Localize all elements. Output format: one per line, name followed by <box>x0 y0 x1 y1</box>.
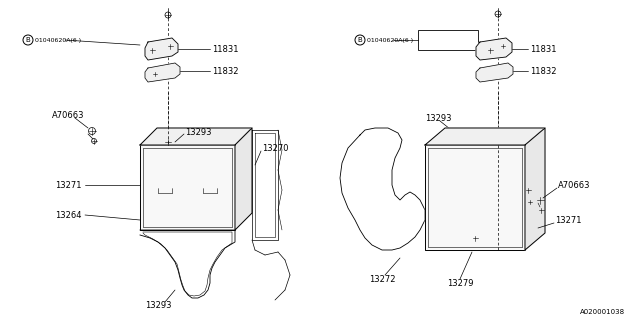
Polygon shape <box>145 63 180 82</box>
Text: 13293: 13293 <box>145 301 172 310</box>
Text: B: B <box>26 37 30 43</box>
Text: A70663: A70663 <box>558 180 591 189</box>
Text: B: B <box>358 37 362 43</box>
Text: 11831: 11831 <box>530 44 557 53</box>
Bar <box>157 138 179 146</box>
Text: 01040620A(6 ): 01040620A(6 ) <box>35 37 81 43</box>
Polygon shape <box>476 38 512 60</box>
Text: A020001038: A020001038 <box>580 309 625 315</box>
Text: 13293: 13293 <box>185 127 211 137</box>
Polygon shape <box>425 145 525 250</box>
Bar <box>418 30 478 50</box>
Text: 13271: 13271 <box>55 180 81 189</box>
Text: 13271: 13271 <box>555 215 582 225</box>
Text: 13293: 13293 <box>425 114 451 123</box>
Polygon shape <box>145 38 178 60</box>
Polygon shape <box>525 128 545 250</box>
Text: 01040620A(6 ): 01040620A(6 ) <box>367 37 413 43</box>
Text: 13272: 13272 <box>369 276 396 284</box>
Bar <box>438 175 470 213</box>
Bar <box>460 232 490 244</box>
Text: 13270: 13270 <box>262 143 289 153</box>
Text: 11832: 11832 <box>212 67 239 76</box>
Text: 11832: 11832 <box>530 67 557 76</box>
Bar <box>485 175 517 213</box>
Bar <box>181 210 199 222</box>
Bar <box>486 138 510 146</box>
Polygon shape <box>140 145 235 230</box>
Polygon shape <box>235 128 252 230</box>
Polygon shape <box>425 128 545 145</box>
Text: 13279: 13279 <box>447 278 473 287</box>
Text: 11831: 11831 <box>212 44 239 53</box>
Polygon shape <box>476 63 513 82</box>
Polygon shape <box>140 128 252 145</box>
Text: 13264: 13264 <box>55 211 81 220</box>
Text: A70663: A70663 <box>52 110 84 119</box>
